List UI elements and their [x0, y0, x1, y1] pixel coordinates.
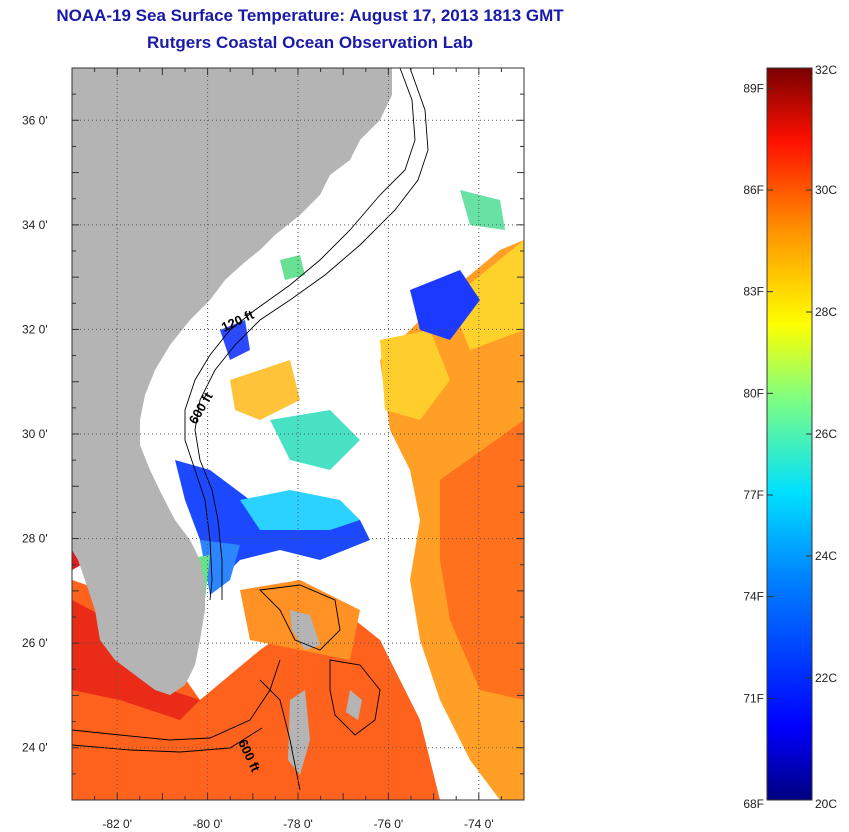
- colorbar-celsius-label: 20C: [815, 797, 837, 811]
- colorbar-fahrenheit-label: 71F: [743, 691, 764, 705]
- island: [346, 690, 362, 720]
- latitude-axis: 24 0' 26 0' 28 0' 30 0' 32 0' 34 0' 36 0': [22, 67, 524, 801]
- lon-tick-label: -74 0': [464, 817, 494, 831]
- colorbar-celsius-label: 22C: [815, 671, 837, 685]
- lat-tick-label: 26 0': [22, 636, 48, 650]
- lon-tick-label: -76 0': [374, 817, 404, 831]
- lat-tick-label: 36 0': [22, 113, 48, 127]
- lat-tick-label: 32 0': [22, 322, 48, 336]
- colorbar-fahrenheit-labels: 89F 86F 83F 80F 77F 74F 71F 68F: [743, 81, 773, 811]
- map-title: NOAA-19 Sea Surface Temperature: August …: [56, 6, 564, 25]
- colorbar-fahrenheit-label: 80F: [743, 386, 764, 400]
- map-grid: [72, 68, 524, 800]
- lon-tick-label: -82 0': [102, 817, 132, 831]
- colorbar: 89F 86F 83F 80F 77F 74F 71F 68F 32C 30C 28C 26C 24C…: [743, 63, 837, 811]
- lon-tick-label: -78 0': [283, 817, 313, 831]
- longitude-axis: -82 0' -80 0' -78 0' -76 0' -74 0': [71, 68, 525, 831]
- lat-tick-label: 28 0': [22, 532, 48, 546]
- colorbar-fahrenheit-label: 86F: [743, 183, 764, 197]
- colorbar-celsius-label: 30C: [815, 183, 837, 197]
- lon-tick-label: -80 0': [193, 817, 223, 831]
- colorbar-fahrenheit-label: 77F: [743, 488, 764, 502]
- colorbar-fahrenheit-label: 89F: [743, 81, 764, 95]
- colorbar-celsius-label: 24C: [815, 549, 837, 563]
- colorbar-celsius-label: 28C: [815, 305, 837, 319]
- lat-tick-label: 24 0': [22, 741, 48, 755]
- bathymetry-contours: [72, 68, 429, 791]
- colorbar-fahrenheit-label: 83F: [743, 285, 764, 299]
- colorbar-celsius-label: 26C: [815, 427, 837, 441]
- map-subtitle: Rutgers Coastal Ocean Observation Lab: [147, 33, 473, 52]
- colorbar-celsius-labels: 32C 30C 28C 26C 24C 22C 20C: [806, 63, 837, 811]
- colorbar-fahrenheit-label: 74F: [743, 590, 764, 604]
- lat-tick-label: 30 0': [22, 427, 48, 441]
- lat-tick-label: 34 0': [22, 218, 48, 232]
- island: [288, 690, 310, 775]
- colorbar-gradient: [766, 67, 813, 801]
- colorbar-celsius-label: 32C: [815, 63, 837, 77]
- colorbar-fahrenheit-label: 68F: [743, 797, 764, 811]
